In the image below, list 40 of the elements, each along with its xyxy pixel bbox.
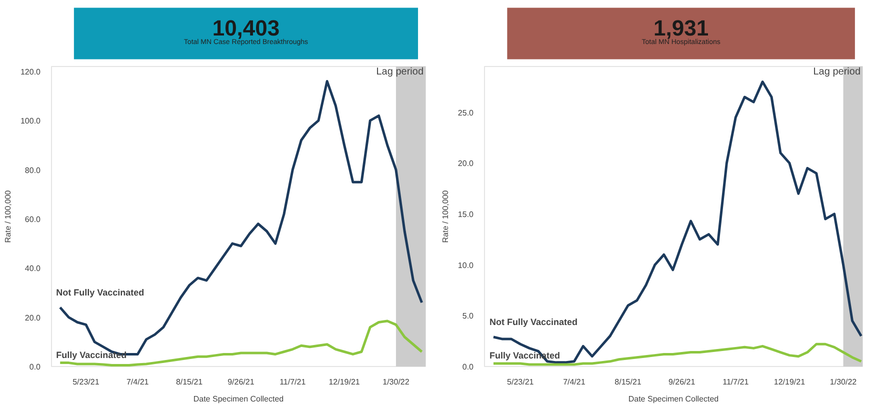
- y-tick-label: 15.0: [458, 210, 474, 219]
- x-axis-title: Date Specimen Collected: [193, 394, 284, 404]
- x-tick-label: 7/4/21: [126, 378, 150, 386]
- y-tick-label: 0.0: [29, 362, 42, 372]
- x-tick-label: 5/23/21: [507, 378, 534, 386]
- chart-title: 10,403: [212, 15, 280, 40]
- y-tick-label: 0.0: [462, 362, 474, 372]
- x-tick-label: 1/30/22: [830, 378, 858, 386]
- y-tick-label: 40.0: [24, 264, 42, 274]
- series-label: Not Fully Vaccinated: [56, 287, 144, 298]
- y-tick-label: 120.0: [20, 67, 42, 76]
- x-tick-label: 8/15/21: [176, 378, 204, 386]
- x-tick-label: 11/7/21: [280, 378, 306, 386]
- line-series: [58, 320, 424, 366]
- x-tick-label: 8/15/21: [614, 378, 642, 386]
- y-tick-label: 5.0: [462, 312, 474, 321]
- y-tick-label: 20.0: [458, 159, 474, 168]
- x-tick-label: 12/19/21: [774, 378, 806, 386]
- series-label: Not Fully Vaccinated: [489, 317, 578, 328]
- x-tick-label: 9/26/21: [668, 378, 696, 386]
- x-tick-label: 12/19/21: [328, 378, 360, 386]
- band-label: Lag period: [813, 66, 861, 78]
- chart-title: 1,931: [654, 15, 709, 40]
- y-tick-label: 20.0: [24, 313, 42, 322]
- y-tick-label: 60.0: [24, 214, 42, 224]
- x-tick-label: 9/26/21: [228, 378, 255, 386]
- x-tick-label: 1/30/22: [382, 378, 410, 386]
- x-tick-label: 11/7/21: [722, 378, 750, 386]
- x-axis-title: Date Specimen Collected: [628, 394, 719, 404]
- y-tick-label: 25.0: [458, 108, 474, 118]
- y-tick-label: 80.0: [24, 166, 42, 175]
- y-tick-label: 10.0: [458, 260, 474, 270]
- x-tick-label: 5/23/21: [72, 378, 100, 386]
- x-tick-label: 7/4/21: [563, 378, 586, 386]
- line-series: [492, 80, 862, 364]
- y-tick-label: 100.0: [20, 116, 42, 126]
- y-axis-title: Rate / 100,000: [440, 190, 450, 243]
- band-label: Lag period: [376, 66, 424, 78]
- y-axis-title: Rate / 100,000: [3, 190, 12, 243]
- line-series: [492, 342, 862, 366]
